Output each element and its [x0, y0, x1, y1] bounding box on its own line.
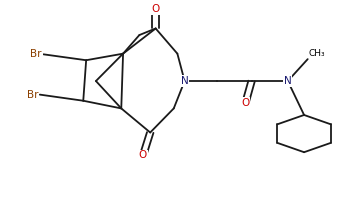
- Text: N: N: [181, 76, 189, 86]
- Text: Br: Br: [27, 90, 38, 100]
- Text: Br: Br: [30, 49, 42, 59]
- Text: N: N: [284, 76, 292, 86]
- Text: O: O: [241, 98, 249, 108]
- Text: O: O: [139, 150, 147, 161]
- Text: CH₃: CH₃: [309, 49, 325, 58]
- Text: O: O: [152, 4, 160, 14]
